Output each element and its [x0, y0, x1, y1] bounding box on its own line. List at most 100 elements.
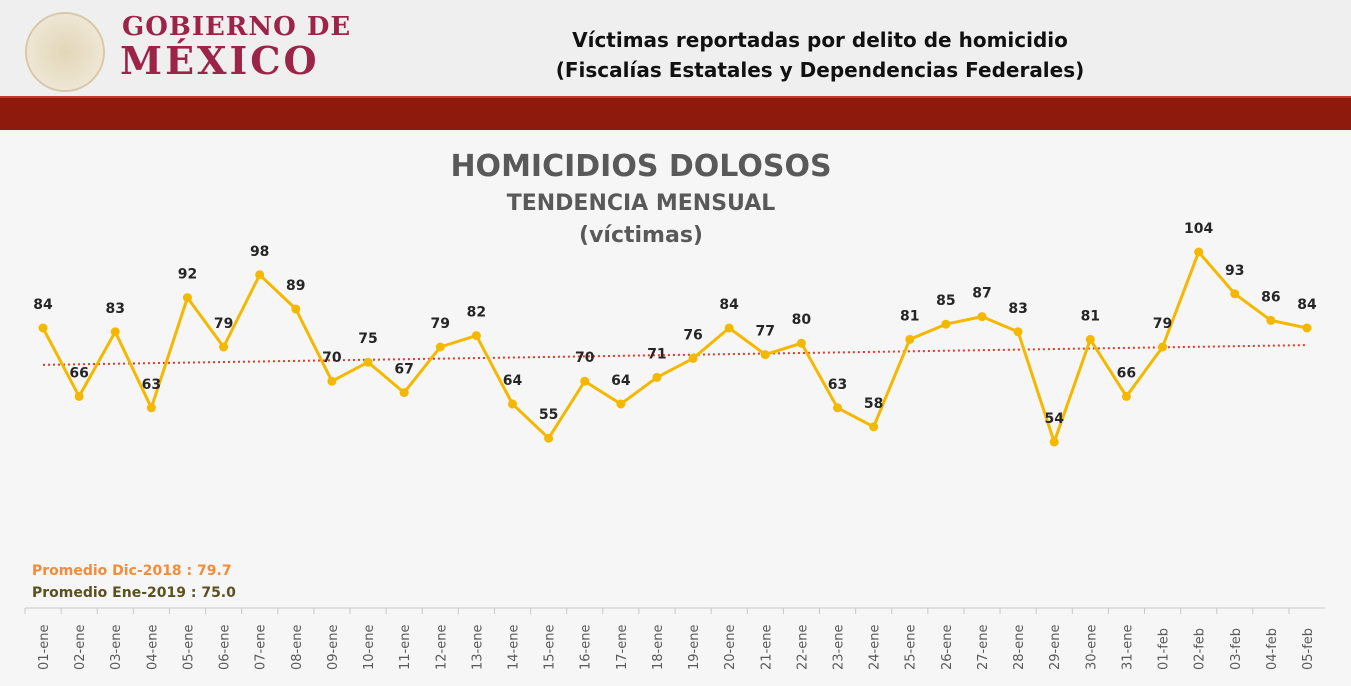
- data-label: 70: [322, 350, 342, 366]
- data-label: 84: [33, 297, 53, 313]
- trend-line: [42, 344, 1308, 366]
- data-point: [580, 376, 590, 386]
- x-tick-label: 10-ene: [362, 625, 377, 670]
- x-tick-label: 08-ene: [290, 625, 305, 670]
- data-point: [1085, 334, 1095, 344]
- data-label: 66: [1117, 365, 1136, 381]
- data-point: [1230, 289, 1240, 299]
- data-point: [724, 323, 734, 333]
- page-subtitle: (Fiscalías Estatales y Dependencias Fede…: [555, 58, 1085, 82]
- data-label: 84: [719, 297, 739, 313]
- data-label: 63: [828, 377, 847, 393]
- data-point: [1013, 327, 1023, 337]
- data-label: 77: [756, 324, 775, 340]
- x-tick-label: 03-feb: [1229, 628, 1244, 670]
- x-tick-label: 15-ene: [543, 625, 558, 670]
- x-tick-label: 05-feb: [1301, 628, 1316, 670]
- x-tick-label: 23-ene: [832, 625, 847, 670]
- data-point: [255, 270, 265, 280]
- data-point: [327, 376, 337, 386]
- data-label: 81: [1081, 308, 1100, 324]
- data-point: [796, 338, 806, 348]
- x-tick-label: 06-ene: [218, 625, 233, 670]
- x-tick-label: 09-ene: [326, 625, 341, 670]
- data-label: 89: [286, 278, 305, 294]
- x-tick-label: 05-ene: [181, 625, 196, 670]
- x-tick-label: 03-ene: [109, 625, 124, 670]
- x-tick-label: 28-ene: [1012, 625, 1027, 670]
- data-point: [905, 334, 915, 344]
- data-point: [760, 350, 770, 360]
- x-tick-label: 20-ene: [723, 625, 738, 670]
- x-tick-label: 21-ene: [759, 625, 774, 670]
- data-point: [110, 327, 120, 337]
- x-tick-label: 24-ene: [868, 625, 883, 670]
- data-point: [616, 399, 626, 409]
- x-tick-label: 04-ene: [145, 625, 160, 670]
- data-label: 58: [864, 396, 883, 412]
- series-line: [41, 250, 1308, 444]
- x-tick-label: 12-ene: [434, 625, 449, 670]
- data-point: [833, 403, 843, 413]
- x-tick-label: 14-ene: [506, 625, 521, 670]
- data-point: [1266, 315, 1276, 325]
- data-point: [219, 342, 229, 352]
- data-label: 84: [1297, 297, 1317, 313]
- chart-panel: [0, 130, 1351, 686]
- data-point: [941, 319, 951, 329]
- page-title: Víctimas reportadas por delito de homici…: [572, 28, 1068, 52]
- data-point: [1158, 342, 1168, 352]
- x-tick-label: 11-ene: [398, 625, 413, 670]
- data-point: [363, 357, 373, 367]
- data-label: 82: [467, 305, 486, 321]
- x-tick-label: 01-ene: [37, 625, 52, 670]
- data-point: [38, 323, 48, 333]
- data-point: [291, 304, 301, 314]
- x-tick-label: 07-ene: [254, 625, 269, 670]
- data-label: 76: [683, 327, 702, 343]
- data-label: 67: [394, 362, 413, 378]
- data-label: 66: [69, 365, 88, 381]
- data-point: [435, 342, 445, 352]
- data-label: 79: [214, 316, 233, 332]
- x-tick-label: 27-ene: [976, 625, 991, 670]
- data-point: [399, 388, 409, 398]
- data-label: 71: [647, 346, 666, 362]
- data-label: 87: [972, 286, 991, 302]
- data-point: [507, 399, 517, 409]
- data-label: 79: [1153, 316, 1172, 332]
- data-point: [688, 353, 698, 363]
- data-point: [977, 312, 987, 322]
- data-label: 55: [539, 407, 558, 423]
- x-tick-label: 29-ene: [1048, 625, 1063, 670]
- coat-of-arms-seal-icon: [25, 12, 105, 92]
- logo-line1: GOBIERNO DE: [122, 12, 352, 42]
- data-point: [74, 391, 84, 401]
- chart-subtitle: TENDENCIA MENSUAL: [507, 191, 776, 216]
- x-tick-label: 16-ene: [579, 625, 594, 670]
- data-point: [146, 403, 156, 413]
- data-label: 83: [1008, 301, 1027, 317]
- data-label: 75: [358, 331, 377, 347]
- data-label: 63: [142, 377, 161, 393]
- x-tick-label: 13-ene: [470, 625, 485, 670]
- data-point: [1121, 391, 1131, 401]
- data-label: 86: [1261, 289, 1280, 305]
- data-label: 92: [178, 267, 197, 283]
- avg-jan-2019: Promedio Ene-2019 : 75.0: [32, 585, 236, 601]
- data-point: [471, 331, 481, 341]
- data-point: [1049, 437, 1059, 447]
- data-label: 104: [1184, 221, 1213, 237]
- logo-line2: MÉXICO: [120, 38, 320, 83]
- header-band: [0, 96, 1351, 130]
- chart-title: HOMICIDIOS DOLOSOS: [450, 149, 831, 184]
- data-point: [544, 433, 554, 443]
- x-tick-label: 02-ene: [73, 625, 88, 670]
- data-point: [652, 372, 662, 382]
- data-point: [1194, 247, 1204, 257]
- x-tick-label: 18-ene: [651, 625, 666, 670]
- avg-dec-2018: Promedio Dic-2018 : 79.7: [32, 563, 232, 579]
- data-label: 64: [503, 373, 523, 389]
- x-tick-label: 22-ene: [795, 625, 810, 670]
